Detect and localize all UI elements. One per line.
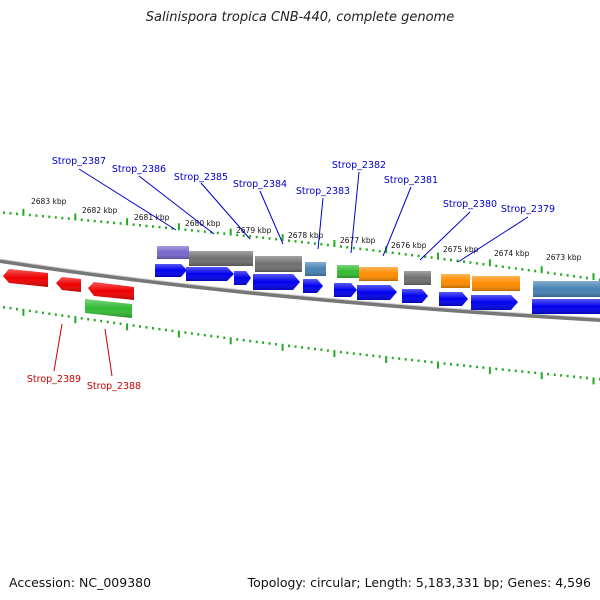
scale-label: 2682 kbp	[82, 206, 118, 215]
cog-track-forward	[157, 246, 600, 297]
gene-arrow[interactable]	[471, 295, 518, 310]
gene-label[interactable]: Strop_2380	[443, 199, 497, 210]
gene-label[interactable]: Strop_2386	[112, 164, 166, 175]
scale-label: 2676 kbp	[391, 241, 427, 250]
gene-label[interactable]: Strop_2385	[174, 172, 228, 183]
lower-tick-ring	[3, 306, 600, 385]
gene-arrow[interactable]	[402, 289, 428, 303]
cog-block[interactable]	[472, 276, 520, 291]
gene-arrow[interactable]	[532, 299, 600, 314]
cog-block[interactable]	[359, 267, 398, 281]
scale-label: 2679 kbp	[236, 226, 272, 235]
gene-label[interactable]: Strop_2382	[332, 160, 386, 171]
gene-arrow[interactable]	[357, 285, 397, 300]
gene-label[interactable]: Strop_2383	[296, 186, 350, 197]
gene-arrow[interactable]	[439, 292, 468, 306]
gene-arrow[interactable]	[186, 267, 234, 281]
cog-block[interactable]	[305, 262, 326, 276]
gene-arrow[interactable]	[334, 283, 357, 297]
map-title: Salinispora tropica CNB-440, complete ge…	[145, 10, 455, 25]
scale-labels: 2683 kbp 2682 kbp 2681 kbp 2680 kbp 2679…	[31, 197, 582, 262]
gene-arrow[interactable]	[3, 269, 48, 287]
cds-forward-track	[155, 264, 600, 314]
scale-label: 2683 kbp	[31, 197, 67, 206]
cog-block[interactable]	[441, 274, 470, 288]
scale-label: 2674 kbp	[494, 249, 530, 258]
gene-arrow[interactable]	[56, 277, 81, 292]
accession-text: Accession: NC_009380	[9, 575, 152, 590]
cog-block[interactable]	[189, 251, 253, 266]
gene-label[interactable]: Strop_2389	[27, 374, 81, 385]
genome-backbone	[0, 259, 600, 322]
gene-label[interactable]: Strop_2388	[87, 381, 141, 392]
scale-label: 2678 kbp	[288, 231, 324, 240]
gene-label[interactable]: Strop_2384	[233, 179, 287, 190]
gene-labels: Strop_2387 Strop_2386 Strop_2385 Strop_2…	[27, 156, 555, 392]
gene-label[interactable]: Strop_2381	[384, 175, 438, 186]
gene-arrow[interactable]	[234, 271, 251, 285]
gene-arrow[interactable]	[303, 279, 323, 293]
scale-label: 2677 kbp	[340, 236, 376, 245]
rna-gene[interactable]	[85, 299, 132, 318]
scale-label: 2675 kbp	[443, 245, 479, 254]
gene-arrow[interactable]	[253, 274, 300, 290]
gene-label[interactable]: Strop_2379	[501, 204, 555, 215]
gene-arrow[interactable]	[88, 282, 134, 300]
gene-arrow[interactable]	[155, 264, 187, 277]
cog-block[interactable]	[533, 281, 600, 297]
topology-text: Topology: circular; Length: 5,183,331 bp…	[247, 575, 591, 590]
scale-label: 2680 kbp	[185, 219, 221, 228]
scale-label: 2673 kbp	[546, 253, 582, 262]
leader-lines	[53, 168, 529, 377]
cog-block[interactable]	[157, 246, 189, 259]
scale-label: 2681 kbp	[134, 213, 170, 222]
cog-block[interactable]	[404, 271, 431, 285]
cog-block[interactable]	[337, 265, 359, 278]
cds-reverse-track	[3, 269, 134, 318]
cog-block[interactable]	[255, 256, 302, 272]
gene-label[interactable]: Strop_2387	[52, 156, 106, 167]
upper-tick-ring	[3, 208, 600, 281]
